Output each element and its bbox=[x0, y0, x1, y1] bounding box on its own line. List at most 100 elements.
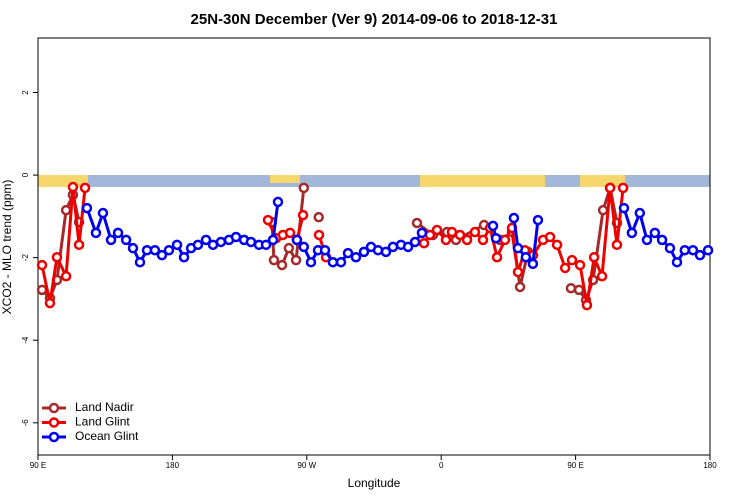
data-point bbox=[90, 227, 102, 239]
data-point bbox=[260, 239, 272, 251]
data-point bbox=[171, 239, 183, 251]
data-point bbox=[134, 256, 146, 268]
data-point bbox=[268, 254, 280, 266]
data-point bbox=[291, 234, 303, 246]
data-point bbox=[67, 181, 79, 193]
data-point bbox=[508, 212, 520, 224]
data-point bbox=[127, 242, 139, 254]
data-point bbox=[581, 299, 593, 311]
data-point bbox=[512, 242, 524, 254]
data-point bbox=[477, 234, 489, 246]
data-point bbox=[626, 227, 638, 239]
data-point bbox=[276, 259, 288, 271]
data-point bbox=[335, 256, 347, 268]
data-point bbox=[440, 234, 452, 246]
data-point bbox=[656, 234, 668, 246]
data-point bbox=[671, 256, 683, 268]
data-point bbox=[551, 239, 563, 251]
data-point bbox=[342, 247, 354, 259]
data-point bbox=[305, 256, 317, 268]
data-point bbox=[617, 182, 629, 194]
data-point bbox=[283, 242, 295, 254]
data-point bbox=[431, 224, 443, 236]
x-tick-label: 90 E bbox=[30, 461, 46, 470]
data-point bbox=[245, 236, 257, 248]
legend-marker bbox=[48, 431, 60, 443]
data-point bbox=[634, 207, 646, 219]
data-point bbox=[192, 239, 204, 251]
chart-title: 25N-30N December (Ver 9) 2014-09-06 to 2… bbox=[191, 11, 558, 28]
data-point bbox=[588, 251, 600, 263]
data-point bbox=[200, 234, 212, 246]
data-point bbox=[44, 297, 56, 309]
data-point bbox=[358, 246, 370, 258]
data-point bbox=[262, 214, 274, 226]
data-point bbox=[163, 244, 175, 256]
data-point bbox=[178, 251, 190, 263]
data-point bbox=[687, 244, 699, 256]
y-tick-label: -2 bbox=[21, 254, 30, 262]
data-point bbox=[604, 182, 616, 194]
data-point bbox=[298, 241, 310, 253]
data-point bbox=[36, 284, 48, 296]
y-tick-label: -6 bbox=[21, 419, 30, 427]
legend-label: Land Nadir bbox=[75, 400, 134, 414]
data-point bbox=[532, 214, 544, 226]
data-point bbox=[461, 234, 473, 246]
data-point bbox=[81, 202, 93, 214]
data-point bbox=[313, 211, 324, 223]
data-point bbox=[566, 254, 578, 266]
data-point bbox=[284, 227, 296, 239]
y-tick-label: -4 bbox=[21, 336, 30, 344]
x-tick-label: 90 E bbox=[567, 461, 583, 470]
data-point bbox=[272, 196, 284, 208]
legend-marker bbox=[48, 417, 60, 428]
data-point bbox=[491, 251, 503, 263]
data-point bbox=[527, 258, 539, 270]
data-point bbox=[641, 234, 653, 246]
data-point bbox=[454, 229, 466, 241]
data-point bbox=[51, 251, 63, 263]
data-point bbox=[60, 204, 72, 216]
data-point bbox=[313, 229, 325, 241]
data-point bbox=[297, 209, 309, 221]
data-point bbox=[559, 262, 571, 274]
data-point bbox=[597, 204, 609, 216]
data-point bbox=[573, 284, 585, 296]
data-point bbox=[402, 241, 414, 253]
data-point bbox=[60, 270, 72, 282]
x-tick-label: 0 bbox=[439, 461, 444, 470]
data-point bbox=[380, 246, 392, 258]
data-point bbox=[618, 202, 630, 214]
data-point bbox=[487, 220, 499, 232]
data-point bbox=[156, 249, 168, 261]
legend-label: Ocean Glint bbox=[75, 429, 139, 443]
data-point bbox=[105, 234, 117, 246]
y-axis-label: XCO2 - MLO trend (ppm) bbox=[0, 180, 14, 315]
data-point bbox=[512, 266, 524, 278]
data-point bbox=[36, 259, 48, 271]
series-line bbox=[40, 187, 619, 304]
y-tick-label: 2 bbox=[21, 90, 30, 95]
data-point bbox=[149, 244, 161, 256]
data-point bbox=[79, 182, 91, 194]
data-point bbox=[679, 244, 691, 256]
x-tick-label: 90 W bbox=[297, 461, 316, 470]
data-point bbox=[418, 237, 430, 249]
y-tick-label: 0 bbox=[21, 172, 30, 177]
data-point bbox=[112, 227, 124, 239]
data-point bbox=[73, 239, 85, 251]
x-axis-label: Longitude bbox=[348, 476, 401, 490]
data-point bbox=[446, 226, 458, 238]
data-point bbox=[411, 217, 423, 229]
data-point bbox=[514, 281, 526, 293]
data-point bbox=[97, 207, 109, 219]
data-point bbox=[409, 236, 421, 248]
data-point bbox=[469, 226, 481, 238]
data-point bbox=[694, 249, 706, 261]
data-point bbox=[298, 182, 310, 194]
data-point bbox=[267, 234, 279, 246]
legend-marker bbox=[48, 402, 60, 414]
data-point bbox=[664, 242, 676, 254]
